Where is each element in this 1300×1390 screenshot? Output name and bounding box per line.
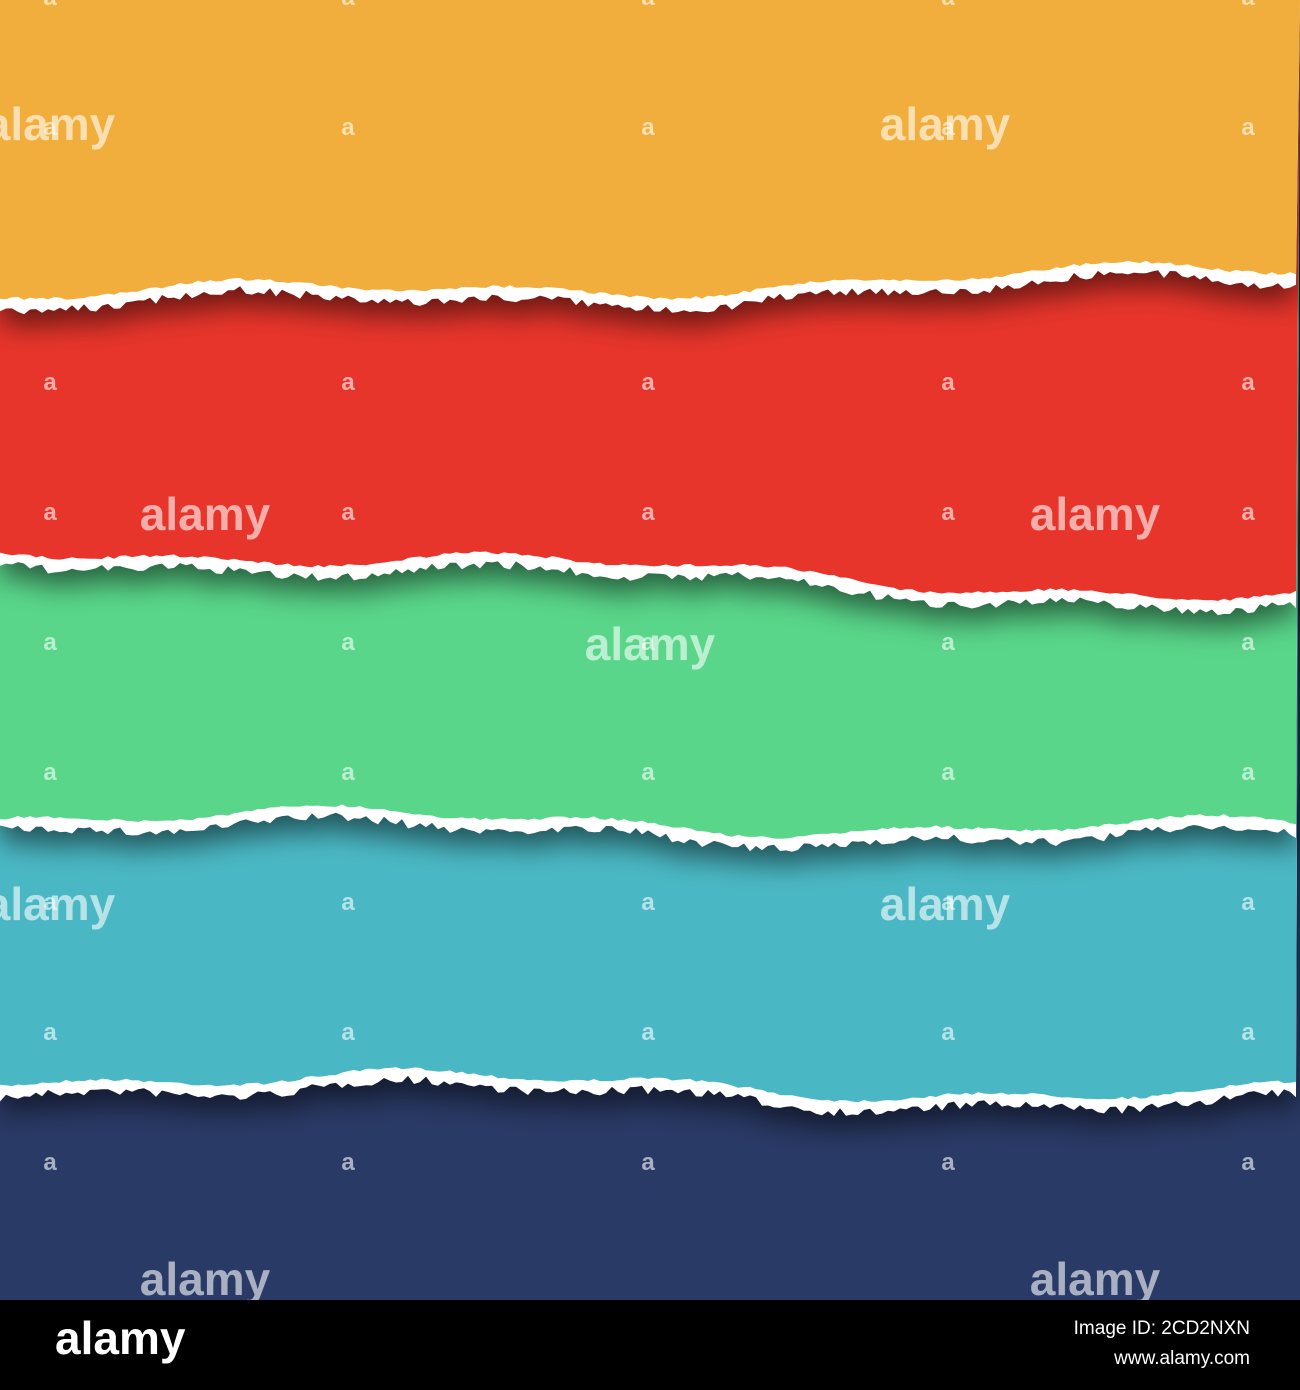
watermark-mark: a (941, 759, 955, 786)
watermark-mark: a (641, 759, 655, 786)
watermark-mark: a (43, 1019, 57, 1046)
watermark-mark: a (1241, 114, 1255, 141)
watermark: alamy (585, 618, 716, 670)
watermark-mark: a (341, 889, 355, 916)
watermark-mark: a (43, 114, 57, 141)
watermark-mark: a (341, 1149, 355, 1176)
watermark-mark: a (941, 1019, 955, 1046)
image-id: Image ID: 2CD2NXN (1074, 1318, 1250, 1339)
watermark-mark: a (641, 889, 655, 916)
watermark-mark: a (941, 499, 955, 526)
watermark-mark: a (43, 889, 57, 916)
watermark-mark: a (341, 369, 355, 396)
watermark-mark: a (641, 0, 655, 11)
watermark-mark: a (941, 629, 955, 656)
watermark: alamy (880, 98, 1011, 150)
watermark-mark: a (641, 114, 655, 141)
watermark-mark: a (641, 369, 655, 396)
watermark: alamy (140, 1253, 271, 1305)
watermark-mark: a (43, 759, 57, 786)
watermark-mark: a (941, 114, 955, 141)
watermark: alamy (0, 878, 116, 930)
watermark-mark: a (641, 629, 655, 656)
footer-bar (0, 1300, 1300, 1390)
watermark: alamy (880, 878, 1011, 930)
watermark-mark: a (43, 1149, 57, 1176)
watermark-mark: a (1241, 629, 1255, 656)
watermark-mark: a (43, 369, 57, 396)
watermark-mark: a (341, 499, 355, 526)
watermark-mark: a (1241, 0, 1255, 11)
watermark-mark: a (641, 499, 655, 526)
watermark-mark: a (43, 629, 57, 656)
watermark-mark: a (1241, 499, 1255, 526)
watermark-mark: a (941, 0, 955, 11)
watermark-mark: a (941, 369, 955, 396)
watermark-mark: a (43, 0, 57, 11)
watermark-mark: a (43, 499, 57, 526)
watermark-mark: a (1241, 1019, 1255, 1046)
watermark-mark: a (341, 0, 355, 11)
watermark-mark: a (341, 759, 355, 786)
watermark-mark: a (1241, 369, 1255, 396)
watermark-mark: a (641, 1149, 655, 1176)
orange-strip (0, 0, 1300, 300)
watermark-mark: a (341, 114, 355, 141)
watermark: alamy (1030, 488, 1161, 540)
watermark-mark: a (1241, 889, 1255, 916)
watermark-mark: a (341, 629, 355, 656)
watermark-mark: a (1241, 759, 1255, 786)
footer-url: www.alamy.com (1113, 1348, 1250, 1369)
watermark-mark: a (941, 889, 955, 916)
watermark-mark: a (341, 1019, 355, 1046)
watermark: alamy (1030, 1253, 1161, 1305)
watermark: alamy (140, 488, 271, 540)
watermark-mark: a (941, 1149, 955, 1176)
footer-logo: alamy (55, 1312, 186, 1364)
watermark-mark: a (641, 1019, 655, 1046)
watermark-mark: a (1241, 1149, 1255, 1176)
watermark: alamy (0, 98, 116, 150)
